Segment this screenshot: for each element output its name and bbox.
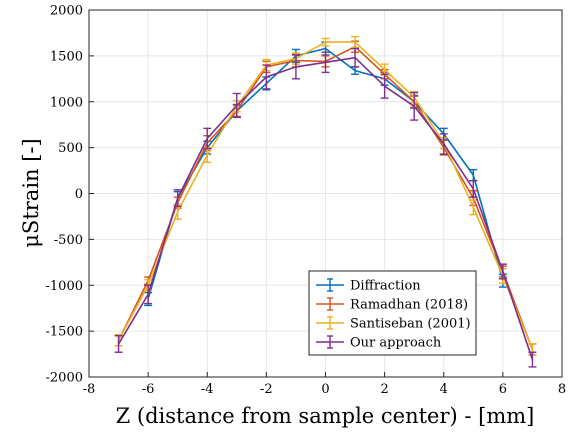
error-bar <box>380 73 389 99</box>
error-bar <box>144 284 153 305</box>
y-axis-label: μStrain [-] <box>19 138 43 247</box>
series-our-approach <box>114 47 537 368</box>
x-tick-label: 0 <box>321 382 329 397</box>
x-tick-label: 4 <box>440 382 448 397</box>
x-tick-label: -4 <box>201 382 214 397</box>
x-tick-label: -8 <box>83 382 96 397</box>
error-bar <box>528 351 537 368</box>
error-bar <box>173 189 182 208</box>
x-tick-label: 8 <box>558 382 566 397</box>
y-tick-label: 0 <box>75 187 83 202</box>
error-bar <box>262 64 271 90</box>
y-tick-label: -500 <box>54 233 83 248</box>
legend-label: Ramadhan (2018) <box>350 298 468 313</box>
x-tick-label: -6 <box>142 382 155 397</box>
x-tick-label: 6 <box>499 382 507 397</box>
series-layer <box>114 35 537 368</box>
y-tick-label: 2000 <box>50 4 83 19</box>
legend-label: Our approach <box>350 336 442 351</box>
y-tick-label: 500 <box>58 141 83 156</box>
y-tick-label: -1000 <box>46 279 83 294</box>
error-bar <box>410 91 419 121</box>
axis-ticks: -8 -6 -4 -2 0 2 4 6 8 -2000 -1500 -1000 -500 0 500 1000… <box>46 4 567 398</box>
error-bar <box>232 92 241 119</box>
y-tick-label: -1500 <box>46 325 83 340</box>
error-bar <box>114 335 123 353</box>
x-tick-label: 2 <box>380 382 388 397</box>
error-bar <box>469 199 478 216</box>
error-bar <box>469 179 478 198</box>
legend-entry: Diffraction <box>316 278 421 294</box>
legend-label: Diffraction <box>350 279 421 294</box>
legend: Diffraction Ramadhan (2018) Santiseban (20… <box>308 270 477 356</box>
y-tick-label: 1500 <box>50 49 83 64</box>
legend-label: Santiseban (2001) <box>350 317 471 332</box>
error-bar <box>498 263 507 280</box>
error-bar <box>321 51 330 74</box>
error-bar <box>351 47 360 68</box>
y-tick-label: -2000 <box>46 371 83 386</box>
x-axis-label: Z (distance from sample center) - [mm] <box>116 404 535 428</box>
y-tick-label: 1000 <box>50 95 83 110</box>
legend-entry: Ramadhan (2018) <box>316 297 468 313</box>
legend-entry: Our approach <box>316 335 442 351</box>
error-bar <box>439 133 448 155</box>
error-bar <box>203 127 212 150</box>
error-bar <box>351 35 360 49</box>
x-tick-label: -2 <box>260 382 273 397</box>
legend-entry: Santiseban (2001) <box>316 316 471 332</box>
error-bar <box>291 54 300 80</box>
error-bar <box>321 37 330 47</box>
